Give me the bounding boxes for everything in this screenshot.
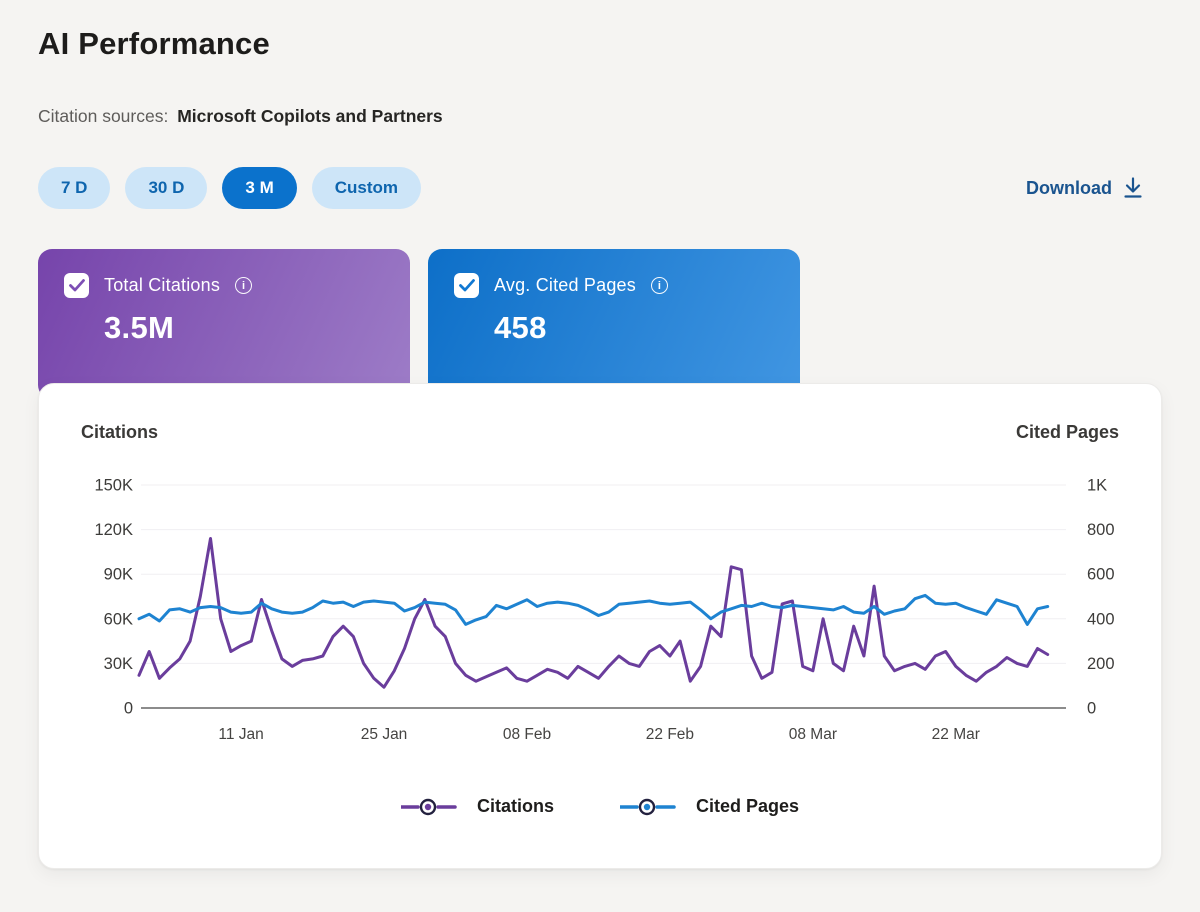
avg-cited-pages-value: 458: [494, 310, 547, 345]
legend-label: Cited Pages: [695, 796, 800, 816]
info-icon[interactable]: i: [235, 277, 253, 294]
time-filter-3m[interactable]: 3 M: [222, 167, 297, 209]
total-citations-card[interactable]: Total Citations i 3.5M: [38, 249, 410, 399]
svg-text:400: 400: [1087, 610, 1115, 628]
checkmark-icon: [458, 279, 475, 292]
time-filter-group: 7 D 30 D 3 M Custom: [38, 167, 422, 209]
avg-cited-pages-label: Avg. Cited Pages: [494, 275, 636, 295]
svg-text:30K: 30K: [104, 655, 133, 673]
info-icon[interactable]: i: [650, 277, 668, 294]
avg-cited-pages-card[interactable]: Avg. Cited Pages i 458: [428, 249, 800, 399]
avg-cited-pages-checkbox[interactable]: [454, 273, 479, 298]
citations-line-marker-icon: [400, 798, 457, 815]
svg-text:1K: 1K: [1087, 477, 1107, 495]
total-citations-label: Total Citations: [104, 275, 221, 295]
legend-label: Citations: [476, 796, 554, 816]
controls-row: 7 D 30 D 3 M Custom Download: [38, 167, 1162, 209]
svg-text:60K: 60K: [104, 610, 133, 628]
total-citations-checkbox[interactable]: [64, 273, 89, 298]
right-axis-title: Cited Pages: [1015, 422, 1119, 442]
download-icon: [1124, 177, 1142, 198]
time-filter-custom[interactable]: Custom: [311, 167, 422, 209]
cited-pages-line-marker-icon: [619, 798, 676, 815]
svg-text:25 Jan: 25 Jan: [361, 726, 408, 743]
chart-canvas: 0 0 30K 200 60K 400 90K 600 120K 800 150K 1K 11 Jan 2…: [94, 477, 1115, 744]
svg-text:11 Jan: 11 Jan: [218, 726, 263, 743]
citation-sources-label: Citation sources:: [38, 106, 169, 126]
checkmark-icon: [68, 279, 85, 292]
time-filter-30d[interactable]: 30 D: [125, 167, 208, 209]
svg-text:200: 200: [1087, 655, 1115, 673]
svg-text:150K: 150K: [94, 477, 133, 495]
citation-sources-value: Microsoft Copilots and Partners: [177, 106, 443, 126]
metric-cards-row: Total Citations i 3.5M Avg. Cited Pages …: [38, 249, 1162, 399]
svg-text:08 Mar: 08 Mar: [789, 726, 837, 743]
left-axis-title: Citations: [81, 422, 159, 442]
svg-text:600: 600: [1087, 566, 1115, 584]
svg-text:0: 0: [124, 700, 133, 718]
chart-legend: Citations Cited Pages: [39, 796, 1161, 817]
citation-sources-line: Citation sources: Microsoft Copilots and…: [38, 106, 1162, 127]
legend-item-cited-pages[interactable]: Cited Pages: [619, 796, 800, 817]
svg-text:800: 800: [1087, 521, 1115, 539]
legend-item-citations[interactable]: Citations: [400, 796, 554, 817]
svg-text:08 Feb: 08 Feb: [503, 726, 551, 743]
svg-text:120K: 120K: [94, 521, 133, 539]
svg-text:90K: 90K: [104, 566, 133, 584]
total-citations-value: 3.5M: [104, 310, 175, 345]
time-filter-7d[interactable]: 7 D: [38, 167, 111, 209]
download-label: Download: [1026, 177, 1112, 198]
svg-text:22 Mar: 22 Mar: [932, 726, 980, 743]
page-title: AI Performance: [38, 26, 270, 61]
citations-chart-card: Citations Cited Pages 0 0 30K 200 60K 400 90K 6…: [38, 383, 1162, 869]
svg-text:0: 0: [1087, 700, 1096, 718]
ai-performance-page: AI Performance Citation sources: Microso…: [38, 26, 1162, 869]
svg-text:22 Feb: 22 Feb: [646, 726, 694, 743]
download-button[interactable]: Download: [1026, 176, 1144, 200]
